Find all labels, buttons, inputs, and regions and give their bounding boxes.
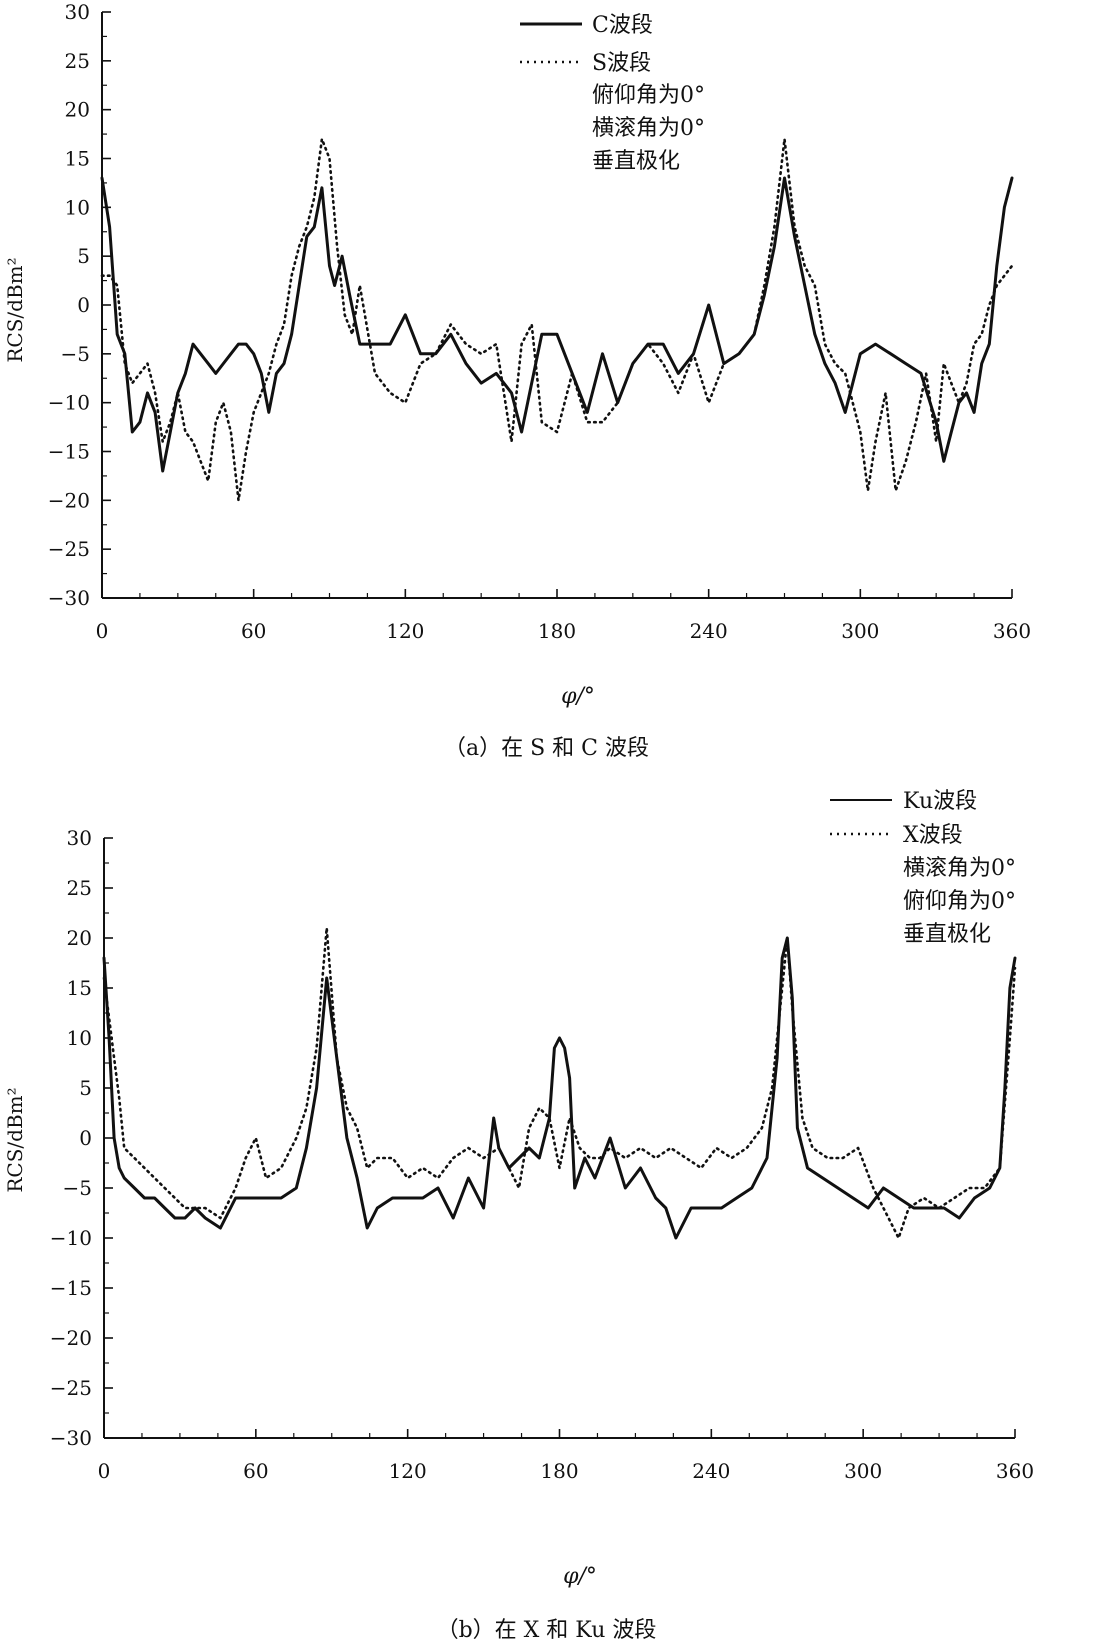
y-tick-label: 20 [65, 98, 90, 122]
series-group-a [100, 137, 1014, 502]
y-tick-label: 0 [79, 1126, 92, 1150]
y-tick-label: 30 [67, 826, 92, 850]
series-line-solid [100, 176, 1014, 473]
x-tick-label: 0 [98, 1459, 111, 1483]
y-tick-label: −15 [50, 1276, 92, 1300]
y-tick-label: 0 [77, 293, 90, 317]
legend-a: C波段 S波段 俯仰角为0° 横滚角为0° 垂直极化 [520, 13, 705, 174]
legend-note-roll: 横滚角为0° [592, 116, 705, 141]
y-tick-label: −20 [48, 488, 90, 512]
y-tick-label: −10 [48, 391, 90, 415]
x-tick-label: 120 [389, 1459, 427, 1483]
legend-note-polarization: 垂直极化 [592, 149, 680, 174]
x-axis-label-b: φ/° [563, 1564, 597, 1589]
legend-label-c-band: C波段 [592, 13, 653, 38]
plot-frame-b [103, 838, 1015, 1439]
y-tick-label: 5 [79, 1076, 92, 1100]
x-tick-label: 60 [241, 619, 266, 643]
y-tick-label: −20 [50, 1326, 92, 1350]
y-tick-label: −10 [50, 1226, 92, 1250]
y-tick-label: −5 [61, 342, 90, 366]
y-tick-label: −5 [63, 1176, 92, 1200]
x-tick-label: 0 [96, 619, 109, 643]
legend-note-pitch: 俯仰角为0° [903, 889, 1016, 914]
legend-label-x-band: X波段 [903, 823, 963, 848]
x-tick-label: 300 [841, 619, 879, 643]
x-axis-b: 0 60 120 180 240 300 360 [98, 1429, 1034, 1483]
y-tick-label: −15 [48, 440, 90, 464]
x-tick-label: 300 [844, 1459, 882, 1483]
plot-frame-a [101, 12, 1012, 599]
y-tick-label: 25 [65, 49, 90, 73]
series-line-solid [102, 936, 1017, 1240]
legend-label-ku-band: Ku波段 [903, 789, 977, 814]
y-tick-label: 5 [77, 244, 90, 268]
y-tick-label: −25 [50, 1376, 92, 1400]
legend-note-roll: 横滚角为0° [903, 856, 1016, 881]
legend-label-s-band: S波段 [592, 51, 651, 76]
series-line-dotted [102, 926, 1017, 1240]
y-tick-label: 25 [67, 876, 92, 900]
panel-a: 30 25 20 15 10 5 0 −5 −10 −15 −20 −25 −30 0 60 120 180 2… [3, 0, 1031, 709]
x-tick-label: 180 [538, 619, 576, 643]
y-axis-label-a: RCS/dBm² [3, 257, 27, 362]
y-tick-label: 30 [65, 0, 90, 24]
y-tick-label: −30 [48, 586, 90, 610]
y-tick-label: 15 [67, 976, 92, 1000]
x-tick-label: 180 [540, 1459, 578, 1483]
y-axis-a: 30 25 20 15 10 5 0 −5 −10 −15 −20 −25 −30 [48, 0, 111, 610]
x-axis-a: 0 60 120 180 240 300 360 [96, 589, 1031, 643]
x-tick-label: 240 [690, 619, 728, 643]
y-axis-b: 30 25 20 15 10 5 0 −5 −10 −15 −20 −25 −30 [50, 826, 113, 1450]
series-line-dotted [100, 137, 1014, 502]
y-tick-label: −30 [50, 1426, 92, 1450]
y-axis-label-b: RCS/dBm² [3, 1087, 27, 1192]
x-axis-label-a: φ/° [561, 684, 595, 709]
y-tick-label: 10 [65, 195, 90, 219]
caption-b: （b）在 X 和 Ku 波段 [436, 1618, 657, 1643]
y-tick-label: 20 [67, 926, 92, 950]
panel-b: 30 25 20 15 10 5 0 −5 −10 −15 −20 −25 −30 0 60 120 180 2… [3, 789, 1034, 1589]
x-tick-label: 360 [993, 619, 1031, 643]
y-tick-label: 15 [65, 147, 90, 171]
x-tick-label: 240 [692, 1459, 730, 1483]
legend-b: Ku波段 X波段 横滚角为0° 俯仰角为0° 垂直极化 [830, 789, 1016, 947]
series-group-b [102, 926, 1017, 1240]
legend-note-pitch: 俯仰角为0° [592, 83, 705, 108]
x-tick-label: 60 [243, 1459, 268, 1483]
y-tick-label: 10 [67, 1026, 92, 1050]
caption-a: （a）在 S 和 C 波段 [444, 736, 649, 761]
y-tick-label: −25 [48, 537, 90, 561]
x-tick-label: 360 [996, 1459, 1034, 1483]
legend-note-polarization: 垂直极化 [903, 922, 991, 947]
x-tick-label: 120 [386, 619, 424, 643]
